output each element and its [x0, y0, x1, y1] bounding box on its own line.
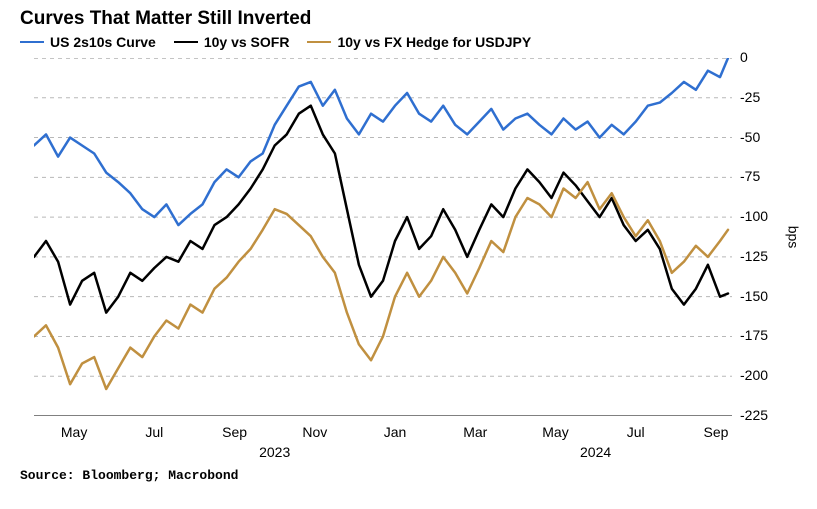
- x-tick-label: Sep: [703, 424, 728, 440]
- y-tick-label: -50: [740, 129, 760, 145]
- y-tick-label: -100: [740, 208, 768, 224]
- legend-swatch-1: [174, 41, 198, 44]
- y-tick-label: -25: [740, 89, 760, 105]
- y-axis-label: bps: [785, 226, 801, 249]
- plot-area: [34, 58, 732, 416]
- y-tick-label: -150: [740, 288, 768, 304]
- y-tick-label: -225: [740, 407, 768, 423]
- y-tick-label: -200: [740, 367, 768, 383]
- legend-item-1: 10y vs SOFR: [174, 34, 290, 50]
- legend-item-2: 10y vs FX Hedge for USDJPY: [307, 34, 531, 50]
- legend-label-1: 10y vs SOFR: [204, 34, 290, 50]
- legend-swatch-2: [307, 41, 331, 44]
- y-tick-label: -75: [740, 168, 760, 184]
- y-tick-label: -125: [740, 248, 768, 264]
- source-text: Source: Bloomberg; Macrobond: [20, 468, 238, 483]
- chart-title: Curves That Matter Still Inverted: [20, 8, 311, 30]
- legend-label-0: US 2s10s Curve: [50, 34, 156, 50]
- legend-item-0: US 2s10s Curve: [20, 34, 156, 50]
- x-year-label: 2024: [580, 444, 611, 460]
- x-tick-label: Jul: [145, 424, 163, 440]
- y-tick-label: -175: [740, 327, 768, 343]
- x-tick-label: May: [61, 424, 87, 440]
- x-year-label: 2023: [259, 444, 290, 460]
- y-tick-label: 0: [740, 49, 748, 65]
- x-tick-label: Nov: [302, 424, 327, 440]
- x-tick-label: Jul: [627, 424, 645, 440]
- x-tick-label: Mar: [463, 424, 487, 440]
- x-tick-label: May: [542, 424, 568, 440]
- x-tick-label: Sep: [222, 424, 247, 440]
- chart-container: Curves That Matter Still Inverted US 2s1…: [0, 0, 817, 509]
- legend: US 2s10s Curve 10y vs SOFR 10y vs FX Hed…: [20, 34, 531, 50]
- legend-swatch-0: [20, 41, 44, 44]
- legend-label-2: 10y vs FX Hedge for USDJPY: [337, 34, 531, 50]
- x-tick-label: Jan: [384, 424, 407, 440]
